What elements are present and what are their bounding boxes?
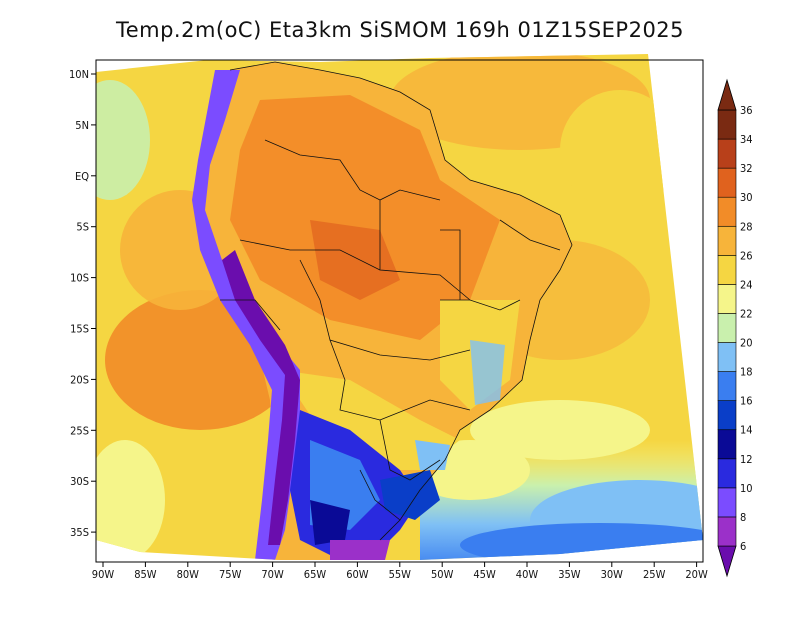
x-tick-label: 65W (304, 568, 327, 581)
colorbar-label: 28 (740, 220, 753, 233)
y-tick-label: 5N (75, 119, 89, 132)
colorbar-label: 22 (740, 307, 753, 320)
y-tick-label: 30S (70, 475, 89, 488)
colorbar-segment (717, 284, 737, 314)
colorbar-label: 18 (740, 366, 753, 379)
x-axis-ticks: 90W 85W 80W 75W 70W 65W 60W 55W 50W 45W 40W 35W 30W 2… (92, 562, 708, 581)
colorbar-segment (717, 342, 737, 372)
x-tick-label: 75W (219, 568, 242, 581)
y-axis-ticks: 10N 5N EQ 5S 10S 15S 20S 25S 30S 35S (69, 68, 96, 539)
colorbar-label: 16 (740, 395, 753, 408)
colorbar-segment (717, 400, 737, 431)
colorbar-segment (717, 429, 737, 460)
colorbar-segment (717, 225, 737, 256)
colorbar-segment (717, 371, 737, 401)
colorbar-segment (717, 167, 737, 198)
x-tick-label: 35W (558, 568, 581, 581)
y-tick-label: 10S (70, 272, 89, 285)
x-tick-label: 50W (431, 568, 454, 581)
colorbar-label: 8 (740, 511, 746, 524)
colorbar-segment (717, 109, 737, 140)
y-tick-label: 10N (69, 68, 89, 81)
colorbar: 6 8 10 12 14 16 18 20 22 24 26 28 30 32 34 36 (717, 78, 753, 578)
y-tick-label: 15S (70, 323, 89, 336)
colorbar-segment (717, 313, 737, 343)
x-tick-label: 45W (473, 568, 496, 581)
x-tick-label: 70W (261, 568, 284, 581)
colorbar-label: 20 (740, 337, 753, 350)
colorbar-segment (717, 487, 737, 518)
x-tick-label: 90W (92, 568, 115, 581)
colorbar-low-arrow (717, 545, 737, 578)
y-tick-label: EQ (75, 170, 89, 183)
y-tick-label: 35S (70, 526, 89, 539)
colorbar-label: 10 (740, 482, 753, 495)
x-tick-label: 25W (643, 568, 666, 581)
temperature-field (96, 54, 703, 560)
y-tick-label: 5S (76, 221, 89, 234)
x-tick-label: 85W (134, 568, 157, 581)
colorbar-label: 26 (740, 249, 753, 262)
colorbar-segment (717, 138, 737, 169)
colorbar-label: 36 (740, 104, 753, 117)
colorbar-label: 34 (740, 133, 753, 146)
colorbar-segment (717, 516, 737, 547)
colorbar-high-arrow (717, 78, 737, 111)
colorbar-label: 30 (740, 191, 753, 204)
colorbar-segment (717, 255, 737, 285)
y-tick-label: 25S (70, 424, 89, 437)
x-tick-label: 80W (177, 568, 200, 581)
x-tick-label: 30W (601, 568, 624, 581)
x-tick-label: 20W (685, 568, 708, 581)
colorbar-label: 24 (740, 278, 753, 291)
colorbar-segment (717, 458, 737, 489)
x-tick-label: 60W (346, 568, 369, 581)
x-tick-label: 40W (516, 568, 539, 581)
x-tick-label: 55W (389, 568, 412, 581)
colorbar-segment (717, 196, 737, 227)
colorbar-label: 14 (740, 424, 753, 437)
colorbar-label: 6 (740, 540, 746, 553)
y-tick-label: 20S (70, 373, 89, 386)
colorbar-label: 12 (740, 453, 753, 466)
map-title: Temp.2m(oC) Eta3km SiSMOM 169h 01Z15SEP2… (115, 18, 685, 42)
colorbar-label: 32 (740, 162, 753, 175)
